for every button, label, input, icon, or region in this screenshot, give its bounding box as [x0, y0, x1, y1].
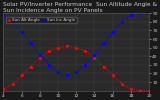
Legend: Sun Alt Angle, Sun Inc Angle: Sun Alt Angle, Sun Inc Angle	[6, 17, 77, 23]
Text: Solar PV/Inverter Performance  Sun Altitude Angle & Sun Incidence Angle on PV Pa: Solar PV/Inverter Performance Sun Altitu…	[4, 2, 158, 13]
